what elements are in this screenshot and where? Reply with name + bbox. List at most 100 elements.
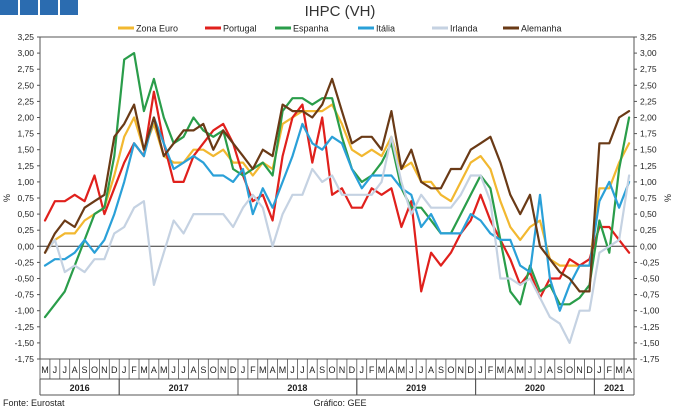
month-label: A	[190, 365, 196, 375]
y-tick-label-right: -1,75	[640, 354, 660, 364]
month-label: J	[63, 365, 68, 375]
year-label: 2016	[70, 383, 90, 393]
month-label: S	[82, 365, 88, 375]
legend-label: Irlanda	[450, 24, 478, 34]
y-tick-label-right: 0,50	[640, 209, 657, 219]
y-tick-label-right: 2,25	[640, 96, 657, 106]
month-label: O	[447, 365, 454, 375]
y-tick-label-left: -1,00	[15, 306, 35, 316]
month-label: N	[458, 365, 465, 375]
month-label: M	[378, 365, 386, 375]
month-label: M	[279, 365, 287, 375]
y-tick-label-left: 3,25	[17, 32, 34, 42]
month-label: M	[516, 365, 524, 375]
month-label: M	[398, 365, 406, 375]
y-tick-label-right: 1,75	[640, 129, 657, 139]
month-label: O	[91, 365, 98, 375]
month-label: A	[388, 365, 394, 375]
y-tick-label-right: -0,75	[640, 290, 660, 300]
series-line-alemanha	[43, 77, 631, 293]
month-label: J	[528, 365, 533, 375]
y-tick-label-left: 2,75	[17, 64, 34, 74]
legend-label: Portugal	[223, 24, 257, 34]
series-line-it-lia	[43, 116, 631, 312]
month-label: M	[615, 365, 623, 375]
legend-label: Zona Euro	[136, 24, 178, 34]
y-tick-label-right: 0,75	[640, 193, 657, 203]
y-tick-label-left: 1,75	[17, 129, 34, 139]
month-label: D	[111, 365, 118, 375]
month-label: J	[478, 365, 483, 375]
month-label: S	[557, 365, 563, 375]
month-label: M	[160, 365, 168, 375]
y-tick-label-left: 2,00	[17, 113, 34, 123]
month-label: J	[300, 365, 305, 375]
header-box	[0, 0, 18, 15]
y-tick-label-right: 2,75	[640, 64, 657, 74]
header-box	[40, 0, 58, 15]
year-label: 2021	[604, 383, 624, 393]
plot-frame	[39, 36, 635, 360]
month-label: O	[566, 365, 573, 375]
month-label: A	[547, 365, 553, 375]
month-label: F	[131, 365, 137, 375]
y-tick-label-left: 3,00	[17, 48, 34, 58]
y-axis-label-left: %	[2, 194, 12, 202]
month-label: J	[53, 365, 58, 375]
month-label: D	[586, 365, 593, 375]
month-label: D	[349, 365, 356, 375]
y-tick-label-right: 3,25	[640, 32, 657, 42]
month-label: J	[409, 365, 414, 375]
month-label: N	[576, 365, 583, 375]
header-box	[20, 0, 38, 15]
y-tick-label-right: -1,25	[640, 322, 660, 332]
y-tick-label-left: 0,75	[17, 193, 34, 203]
y-tick-label-right: -0,50	[640, 274, 660, 284]
month-label: A	[72, 365, 78, 375]
month-label: O	[329, 365, 336, 375]
y-tick-label-left: 0,50	[17, 209, 34, 219]
source-note: Fonte: Eurostat	[3, 398, 65, 408]
y-tick-label-left: 0,00	[17, 241, 34, 251]
y-tick-label-left: 1,00	[17, 177, 34, 187]
month-label: J	[419, 365, 424, 375]
month-label: S	[438, 365, 444, 375]
series-line-irlanda	[43, 135, 631, 344]
y-tick-label-left: 2,50	[17, 80, 34, 90]
year-label: 2018	[287, 383, 307, 393]
month-label: M	[41, 365, 49, 375]
legend-label: Alemanha	[521, 24, 562, 34]
y-tick-label-left: 1,25	[17, 161, 34, 171]
month-label: F	[607, 365, 613, 375]
month-label: J	[241, 365, 246, 375]
month-label: M	[140, 365, 148, 375]
y-tick-label-right: 1,00	[640, 177, 657, 187]
y-tick-label-left: 2,25	[17, 96, 34, 106]
month-label: O	[210, 365, 217, 375]
header-box	[60, 0, 78, 15]
month-label: J	[171, 365, 176, 375]
month-label: A	[428, 365, 434, 375]
month-label: J	[597, 365, 602, 375]
y-tick-label-right: 0,25	[640, 225, 657, 235]
month-label: J	[290, 365, 295, 375]
y-tick-label-right: 1,25	[640, 161, 657, 171]
month-label: J	[181, 365, 186, 375]
y-tick-label-left: -1,75	[15, 354, 35, 364]
month-label: D	[230, 365, 237, 375]
month-label: A	[270, 365, 276, 375]
month-label: S	[319, 365, 325, 375]
y-tick-label-right: -1,50	[640, 338, 660, 348]
month-label: J	[538, 365, 543, 375]
month-label: J	[360, 365, 365, 375]
month-label: M	[259, 365, 267, 375]
year-label: 2020	[525, 383, 545, 393]
year-label: 2017	[169, 383, 189, 393]
month-label: N	[339, 365, 346, 375]
month-label: J	[122, 365, 127, 375]
y-tick-label-right: 0,00	[640, 241, 657, 251]
month-label: A	[151, 365, 157, 375]
month-label: M	[497, 365, 505, 375]
y-tick-label-right: 1,50	[640, 145, 657, 155]
